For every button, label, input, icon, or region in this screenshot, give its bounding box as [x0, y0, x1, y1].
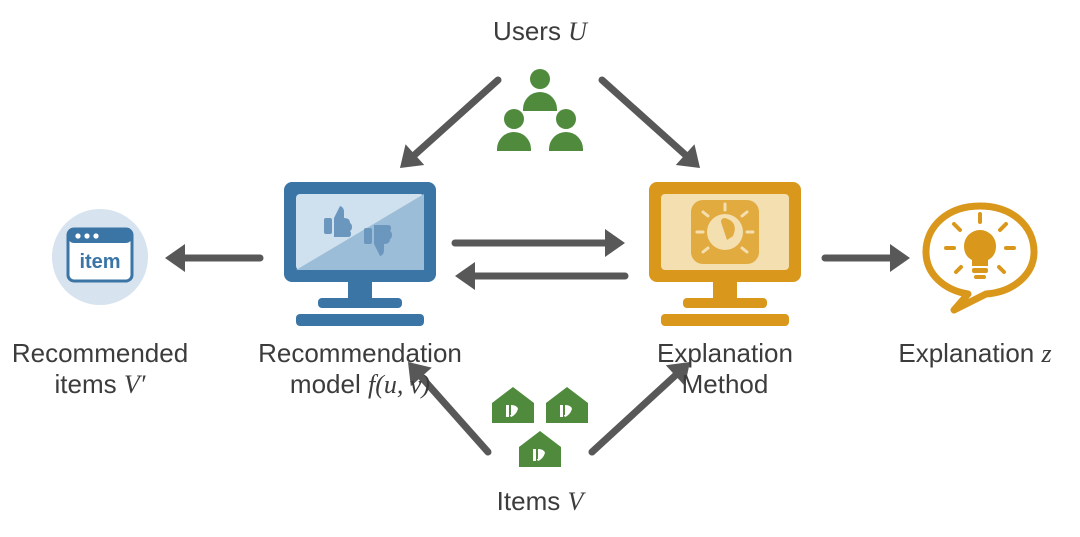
expl-method-label-l2: Method: [682, 369, 769, 399]
users-icon: [490, 65, 590, 155]
item-badge-text: item: [79, 251, 120, 273]
diagram-stage: { "canvas": { "width": 1080, "height": 5…: [0, 0, 1080, 537]
explanation-label-text: Explanation: [898, 338, 1041, 368]
users-label-math: U: [568, 17, 587, 46]
explanation-label: Explanation z: [870, 338, 1080, 369]
users-label-text: Users: [493, 16, 568, 46]
rec-items-icon: item: [50, 207, 150, 307]
rec-model-label-math: f(u, v): [368, 370, 430, 399]
expl-method-label: Explanation Method: [600, 338, 850, 400]
rec-items-label: Recommended items V′: [0, 338, 220, 400]
items-label-text: Items: [497, 486, 568, 516]
expl-method-icon: [643, 178, 807, 328]
rec-model-icon: [278, 178, 442, 328]
explanation-icon: [920, 200, 1040, 315]
rec-model-label-l2: model: [290, 369, 368, 399]
rec-model-label-l1: Recommendation: [258, 338, 462, 368]
rec-model-label: Recommendation model f(u, v): [210, 338, 510, 400]
rec-items-label-l1: Recommended: [12, 338, 188, 368]
expl-method-label-l1: Explanation: [657, 338, 793, 368]
rec-items-label-math: V′: [124, 370, 146, 399]
rec-items-label-l2: items: [55, 369, 124, 399]
users-label: Users U: [0, 16, 1080, 47]
items-label: Items V: [0, 486, 1080, 517]
explanation-label-math: z: [1041, 339, 1051, 368]
items-label-math: V: [567, 487, 583, 516]
